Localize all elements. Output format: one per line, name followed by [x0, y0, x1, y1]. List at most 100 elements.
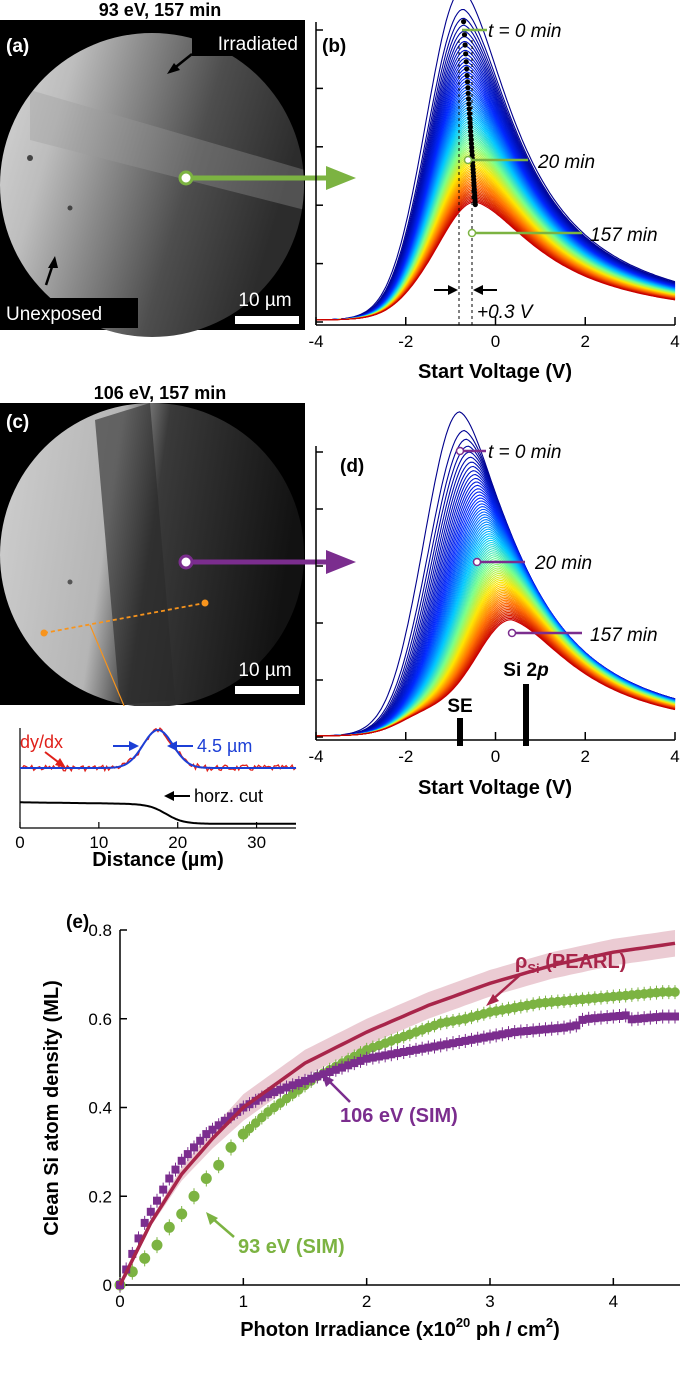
point-106	[523, 1027, 531, 1035]
point-106	[208, 1125, 217, 1134]
point-106	[461, 1036, 470, 1045]
e-x-tick-label: 2	[362, 1292, 371, 1311]
point-106	[449, 1039, 457, 1048]
point-106	[313, 1072, 322, 1081]
inset-dydx-curve	[19, 727, 297, 773]
point-106	[220, 1116, 229, 1125]
spectrum-curve	[316, 556, 676, 737]
cut-line	[43, 602, 206, 634]
point-106	[307, 1074, 316, 1083]
point-106	[572, 1021, 581, 1030]
point-93	[188, 1190, 200, 1202]
point-106	[547, 1024, 556, 1033]
panel-c-scalebar	[235, 686, 299, 694]
spectrum-curve	[316, 558, 676, 737]
label-93: 93 eV (SIM)	[238, 1236, 345, 1258]
shift-label: +0.3 V	[477, 302, 535, 323]
peak-point	[464, 79, 471, 85]
si2p-label: Si 2p	[503, 660, 548, 681]
point-106	[325, 1068, 334, 1076]
panel-e-letter: (e)	[66, 912, 89, 933]
spectrum-curve	[316, 583, 676, 737]
x-tick-label: -2	[398, 332, 413, 351]
point-106	[405, 1046, 414, 1055]
x-tick-label: -4	[308, 747, 323, 766]
x-tick-label: 0	[491, 332, 500, 351]
panel-d-xlabel: Start Voltage (V)	[418, 777, 572, 799]
panel-b: (b) -4 -2 0 2 4 Start Voltage (V) +0.3 V t =…	[308, 0, 680, 383]
si2p-marker	[523, 684, 529, 746]
panel-b-xlabel: Start Voltage (V)	[418, 361, 572, 383]
panel-d-spectra	[315, 411, 676, 737]
peak-point	[467, 120, 473, 126]
x-tick-label: 2	[581, 332, 590, 351]
point-106	[264, 1090, 272, 1099]
point-106	[442, 1040, 451, 1049]
peak-point	[465, 85, 471, 91]
point-106	[615, 1012, 624, 1020]
purple-arrow-head	[326, 550, 356, 574]
e-x-tick-label: 1	[239, 1292, 248, 1311]
point-106	[387, 1050, 396, 1059]
point-106	[584, 1014, 593, 1023]
green-arrow-head	[326, 166, 356, 190]
point-106	[350, 1059, 359, 1068]
point-106	[393, 1049, 402, 1058]
panel-b-spectra	[315, 0, 676, 321]
pearl-line	[118, 941, 676, 1286]
panel-c-letter: (c)	[6, 412, 29, 433]
point-106	[257, 1093, 266, 1102]
d-t157-label: 157 min	[590, 625, 658, 646]
inset-xlabel: Distance (µm)	[92, 849, 224, 871]
point-93	[139, 1252, 151, 1264]
point-106	[473, 1034, 482, 1043]
point-106	[362, 1054, 371, 1063]
panel-d-letter: (d)	[340, 456, 364, 477]
panel-c-title: 106 eV, 157 min	[94, 383, 226, 403]
point-106	[510, 1028, 519, 1037]
point-106	[399, 1048, 408, 1056]
point-106	[609, 1012, 618, 1021]
e-y-tick-label: 0	[103, 1276, 112, 1295]
e-y-tick-label: 0.8	[88, 921, 112, 940]
point-106	[171, 1165, 180, 1174]
e-x-tick-label: 4	[609, 1292, 618, 1311]
peak-point	[466, 101, 472, 107]
point-106	[344, 1061, 353, 1070]
d-t20-label: 20 min	[534, 553, 592, 574]
green-probe-marker	[178, 170, 194, 186]
point-106	[560, 1023, 568, 1032]
point-106	[301, 1076, 309, 1085]
point-106	[535, 1025, 544, 1034]
point-106	[227, 1112, 235, 1121]
peak-point	[464, 72, 470, 79]
e-x-tick-label: 0	[115, 1292, 124, 1311]
irradiated-label: Irradiated	[218, 34, 298, 55]
panel-a-letter: (a)	[6, 36, 29, 57]
point-106	[486, 1032, 494, 1041]
se-label: SE	[447, 696, 472, 717]
point-106	[553, 1024, 562, 1033]
point-106	[202, 1130, 211, 1139]
e-y-tick-label: 0.4	[88, 1099, 112, 1118]
point-106	[294, 1079, 303, 1088]
peak-point	[468, 141, 474, 147]
point-106	[529, 1026, 538, 1035]
peak-point	[467, 115, 473, 121]
point-106	[436, 1041, 445, 1050]
point-106	[418, 1044, 427, 1053]
point-93	[213, 1159, 225, 1171]
spectrum-curve	[316, 0, 676, 321]
panel-a-image	[0, 33, 304, 337]
peak-point	[463, 51, 469, 57]
point-106	[603, 1013, 612, 1022]
peak-point	[463, 59, 469, 65]
point-106	[368, 1053, 377, 1062]
point-93	[163, 1221, 175, 1233]
panel-d: (d) -4 -2 0 2 4 Start Voltage (V) t = 0 min …	[308, 411, 680, 799]
panel-e-xlabel: Photon Irradiance (x1020 ph / cm2)	[240, 1315, 560, 1341]
point-106	[640, 1014, 649, 1023]
peak-point	[469, 148, 475, 154]
panel-c: (c) 106 eV, 157 min 10 µm 0 10 20 30 dy/dx	[0, 383, 356, 871]
purple-probe-marker	[178, 554, 194, 570]
